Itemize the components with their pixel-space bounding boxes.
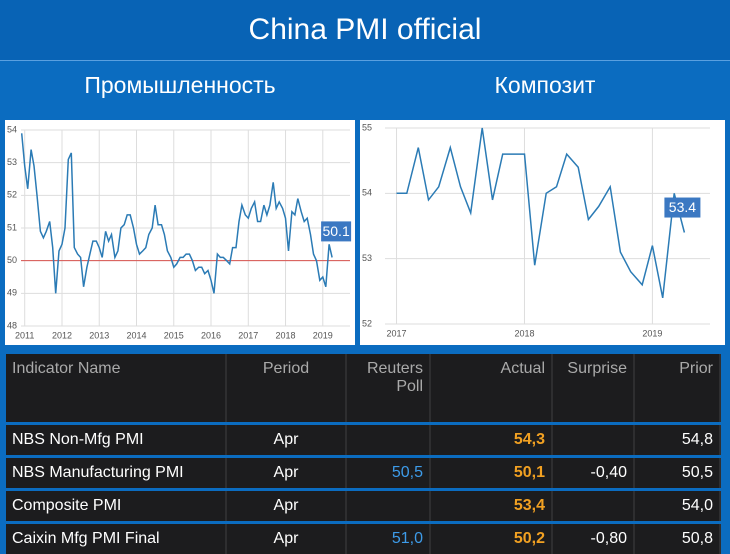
table-cell: 53,4 bbox=[430, 488, 553, 523]
table-cell bbox=[552, 422, 635, 457]
table-row: Caixin Mfg PMI Final Apr 51,0 50,2 -0,80 50,8 bbox=[6, 521, 721, 554]
x-tick-label: 2019 bbox=[642, 328, 662, 338]
y-tick-label: 53 bbox=[362, 253, 372, 263]
y-tick-label: 53 bbox=[7, 157, 17, 167]
column-header: Surprise bbox=[552, 354, 635, 424]
column-header: Indicator Name bbox=[6, 354, 227, 424]
y-tick-label: 48 bbox=[7, 320, 17, 330]
table-cell: 50,2 bbox=[430, 521, 553, 554]
table-cell: -0,40 bbox=[552, 455, 635, 490]
table-cell: 54,0 bbox=[634, 488, 721, 523]
table-cell: -0,80 bbox=[552, 521, 635, 554]
column-header: Prior bbox=[634, 354, 721, 424]
table-row: NBS Manufacturing PMI Apr 50,5 50,1 -0,40 50,… bbox=[6, 455, 721, 490]
table-cell: 50,1 bbox=[430, 455, 553, 490]
table-cell: Apr bbox=[226, 455, 347, 490]
x-tick-label: 2019 bbox=[313, 330, 333, 340]
table-cell: Caixin Mfg PMI Final bbox=[6, 521, 227, 554]
table-cell: Apr bbox=[226, 521, 347, 554]
column-header: Period bbox=[226, 354, 347, 424]
page-title: China PMI official bbox=[0, 0, 730, 61]
x-tick-label: 2012 bbox=[52, 330, 72, 340]
data-line bbox=[396, 127, 686, 299]
table-row: NBS Non-Mfg PMI Apr 54,3 54,8 bbox=[6, 422, 721, 457]
table-cell: NBS Non-Mfg PMI bbox=[6, 422, 227, 457]
y-tick-label: 50 bbox=[7, 255, 17, 265]
table-cell: 54,8 bbox=[634, 422, 721, 457]
column-header: Actual bbox=[430, 354, 553, 424]
table-cell: 50,8 bbox=[634, 521, 721, 554]
table-cell: Apr bbox=[226, 488, 347, 523]
y-tick-label: 54 bbox=[7, 124, 17, 134]
x-tick-label: 2013 bbox=[89, 330, 109, 340]
chart-title: Промышленность bbox=[84, 72, 276, 98]
chart: 48 49 50 51 52 53 54 2011 2012 2013 2014 2015 2016 20… bbox=[5, 120, 355, 345]
y-tick-label: 54 bbox=[362, 188, 372, 198]
table-cell: 51,0 bbox=[346, 521, 431, 554]
table-cell: 54,3 bbox=[430, 422, 553, 457]
y-tick-label: 52 bbox=[7, 190, 17, 200]
chart-title: Композит bbox=[494, 72, 596, 98]
header-row: Indicator Name Period Reuters Poll Actual Su… bbox=[6, 354, 721, 424]
table-cell bbox=[552, 488, 635, 523]
x-tick-label: 2016 bbox=[201, 330, 221, 340]
column-header: Reuters Poll bbox=[346, 354, 431, 424]
data-line bbox=[20, 133, 333, 294]
table-cell bbox=[346, 422, 431, 457]
table-cell: 50,5 bbox=[346, 455, 431, 490]
x-tick-label: 2017 bbox=[387, 328, 407, 338]
x-tick-label: 2015 bbox=[164, 330, 184, 340]
data-table: Indicator Name Period Reuters Poll Actual Su… bbox=[6, 354, 721, 554]
value-label-box bbox=[664, 197, 701, 218]
table-cell: Composite PMI bbox=[6, 488, 227, 523]
x-tick-label: 2017 bbox=[238, 330, 258, 340]
chart: 52 53 54 55 2017 2018 2019 53.4 bbox=[360, 120, 725, 345]
value-label: 50.1 bbox=[322, 223, 349, 239]
table-cell: NBS Manufacturing PMI bbox=[6, 455, 227, 490]
x-tick-label: 2018 bbox=[276, 330, 296, 340]
value-label: 53.4 bbox=[669, 199, 696, 215]
x-tick-label: 2018 bbox=[514, 328, 534, 338]
x-tick-label: 2014 bbox=[126, 330, 146, 340]
table-cell: Apr bbox=[226, 422, 347, 457]
table-cell bbox=[346, 488, 431, 523]
y-tick-label: 51 bbox=[7, 222, 17, 232]
y-tick-label: 52 bbox=[362, 318, 372, 328]
value-label-box bbox=[321, 221, 352, 242]
table-row: Composite PMI Apr 53,4 54,0 bbox=[6, 488, 721, 523]
y-tick-label: 49 bbox=[7, 288, 17, 298]
x-tick-label: 2011 bbox=[15, 330, 34, 340]
table-cell: 50,5 bbox=[634, 455, 721, 490]
y-tick-label: 55 bbox=[362, 122, 372, 132]
